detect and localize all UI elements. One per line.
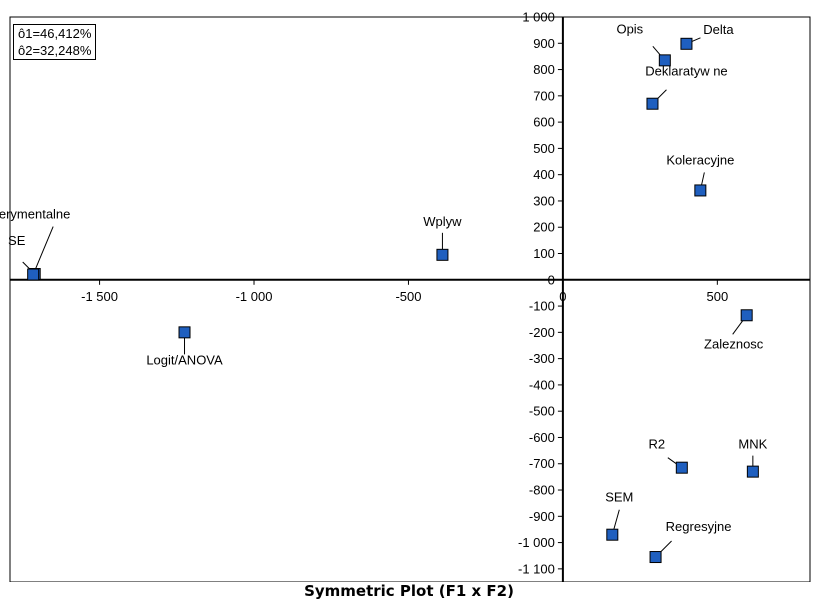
y-tick-label: -800 bbox=[529, 483, 555, 498]
inertia-f2: ô2=32,248% bbox=[18, 43, 92, 58]
y-tick-label: -1 100 bbox=[518, 561, 555, 576]
data-point bbox=[178, 326, 191, 339]
y-tick-label: 900 bbox=[533, 36, 555, 51]
data-point-label: Wplyw bbox=[423, 214, 462, 229]
data-point bbox=[606, 528, 619, 541]
data-point bbox=[675, 461, 688, 474]
y-tick-label: -600 bbox=[529, 430, 555, 445]
y-tick-label: 1 000 bbox=[522, 10, 555, 25]
x-tick-label: 500 bbox=[706, 289, 728, 304]
scatter-plot: -1 500 -1 000 -500 0 500 1 000 900 800 700 600 500… bbox=[0, 10, 811, 582]
plot-frame bbox=[9, 16, 811, 582]
data-point bbox=[649, 551, 662, 564]
data-point bbox=[646, 97, 659, 110]
x-tick-label: -1 500 bbox=[81, 289, 118, 304]
leader-line bbox=[32, 226, 54, 275]
data-point-label: Opis bbox=[616, 21, 643, 36]
data-point-label: R2 bbox=[649, 437, 666, 452]
y-tick-label: 100 bbox=[533, 246, 555, 261]
data-point bbox=[658, 54, 671, 67]
y-tick-label: -200 bbox=[529, 325, 555, 340]
y-tick-label: 200 bbox=[533, 220, 555, 235]
data-point-label: Koleracyjne bbox=[666, 152, 734, 167]
y-tick-label: -400 bbox=[529, 377, 555, 392]
y-tick-label: 700 bbox=[533, 88, 555, 103]
data-point-label: Zaleznosc bbox=[704, 336, 764, 351]
y-tick-label: -500 bbox=[529, 404, 555, 419]
y-tick-label: -100 bbox=[529, 299, 555, 314]
y-tick-label: 400 bbox=[533, 167, 555, 182]
y-tick-label: 600 bbox=[533, 115, 555, 130]
data-point bbox=[680, 37, 693, 50]
y-tick-label: 500 bbox=[533, 141, 555, 156]
data-point bbox=[746, 465, 759, 478]
data-point-label: Regresyjne bbox=[666, 519, 732, 534]
data-point bbox=[436, 248, 449, 261]
y-tick-label: -700 bbox=[529, 456, 555, 471]
y-tick-label: -300 bbox=[529, 351, 555, 366]
chart-caption: Symmetric Plot (F1 x F2) bbox=[304, 582, 514, 600]
data-point-label: SEM bbox=[605, 490, 633, 505]
y-tick-label: 800 bbox=[533, 62, 555, 77]
data-point-label: MNK bbox=[738, 437, 767, 452]
x-tick-label: 0 bbox=[559, 289, 566, 304]
inertia-f1: ô1=46,412% bbox=[18, 26, 92, 41]
data-point-label: Deklaratyw ne bbox=[645, 64, 727, 79]
y-tick-label: 300 bbox=[533, 193, 555, 208]
data-point-label: Eksperymentalne bbox=[0, 207, 70, 222]
y-tick-label: -900 bbox=[529, 509, 555, 524]
data-point-label: Logit/ANOVA bbox=[146, 352, 223, 367]
y-tick-label: -1 000 bbox=[518, 535, 555, 550]
x-tick-label: -1 000 bbox=[236, 289, 273, 304]
y-tick-label: 0 bbox=[548, 272, 555, 287]
data-point bbox=[27, 268, 40, 281]
data-point-label: SE bbox=[8, 233, 26, 248]
data-point bbox=[694, 184, 707, 197]
data-point bbox=[740, 309, 753, 322]
inertia-legend: ô1=46,412% ô2=32,248% bbox=[13, 24, 97, 60]
data-point-label: Delta bbox=[703, 22, 734, 37]
x-tick-label: -500 bbox=[395, 289, 421, 304]
